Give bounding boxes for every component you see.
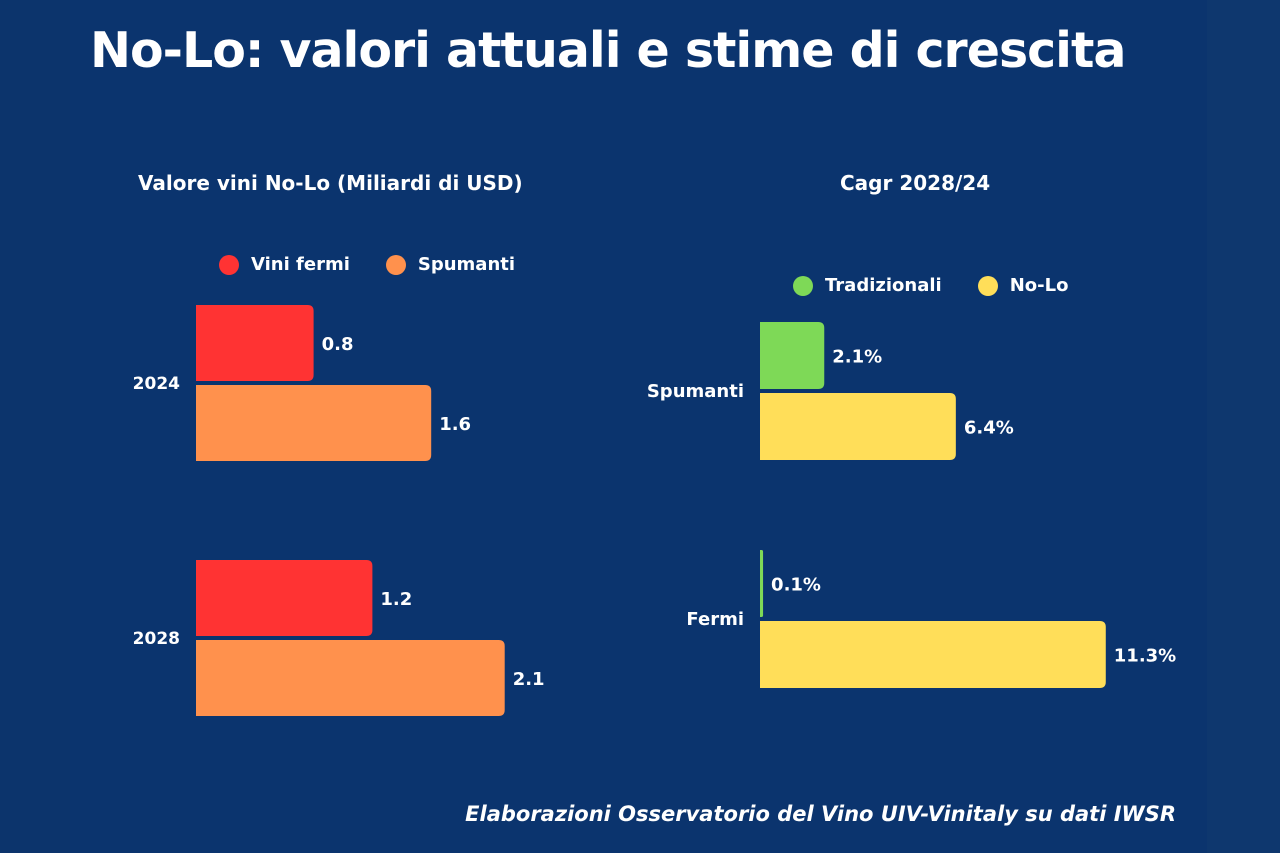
bar-spumanti — [196, 640, 505, 716]
background-band-right — [1207, 0, 1280, 853]
bar-tradizionali — [760, 322, 825, 389]
data-label: 6.4% — [964, 418, 1014, 439]
data-label: 1.2 — [380, 589, 412, 610]
bar-tradizionali — [760, 550, 764, 617]
data-label: 2.1 — [513, 669, 545, 690]
legend-dot-tradizionali — [793, 275, 813, 296]
category-label: Spumanti — [647, 381, 744, 402]
legend-dot-spumanti — [385, 254, 406, 275]
data-label: 2.1% — [832, 347, 882, 368]
legend-label-tradizionali: Tradizionali — [825, 275, 942, 296]
legend-item-tradizionali: Tradizionali — [793, 275, 942, 296]
bar-no-lo — [760, 621, 1106, 688]
legend-item-vini-fermi: Vini fermi — [219, 254, 350, 275]
background-band-left — [0, 0, 70, 853]
legend-label-spumanti: Spumanti — [417, 254, 516, 275]
page-title: No-Lo: valori attuali e stime di crescit… — [90, 22, 1126, 79]
bar-vini-fermi — [196, 305, 314, 381]
category-label: 2024 — [133, 374, 180, 394]
bar-vini-fermi — [196, 560, 373, 636]
bar-spumanti — [196, 385, 432, 461]
legend-valore: Vini fermi Spumanti — [219, 254, 551, 275]
legend-dot-vini-fermi — [219, 254, 239, 275]
legend-item-no-lo: No-Lo — [977, 275, 1069, 296]
chart-title-valore: Valore vini No-Lo (Miliardi di USD) — [138, 171, 523, 195]
legend-label-vini-fermi: Vini fermi — [251, 254, 350, 275]
data-label: 0.1% — [771, 575, 821, 596]
category-label: 2028 — [133, 629, 180, 649]
chart-title-cagr: Cagr 2028/24 — [840, 171, 991, 195]
category-label: Fermi — [686, 609, 744, 630]
data-label: 1.6 — [439, 414, 471, 435]
legend-cagr: Tradizionali No-Lo — [793, 275, 1104, 296]
legend-label-no-lo: No-Lo — [1009, 275, 1069, 296]
source-note: Elaborazioni Osservatorio del Vino UIV-V… — [465, 802, 1176, 826]
data-label: 0.8 — [322, 334, 354, 355]
data-label: 11.3% — [1114, 646, 1176, 667]
bar-no-lo — [760, 393, 956, 460]
legend-dot-no-lo — [977, 275, 998, 296]
legend-item-spumanti: Spumanti — [385, 254, 516, 275]
